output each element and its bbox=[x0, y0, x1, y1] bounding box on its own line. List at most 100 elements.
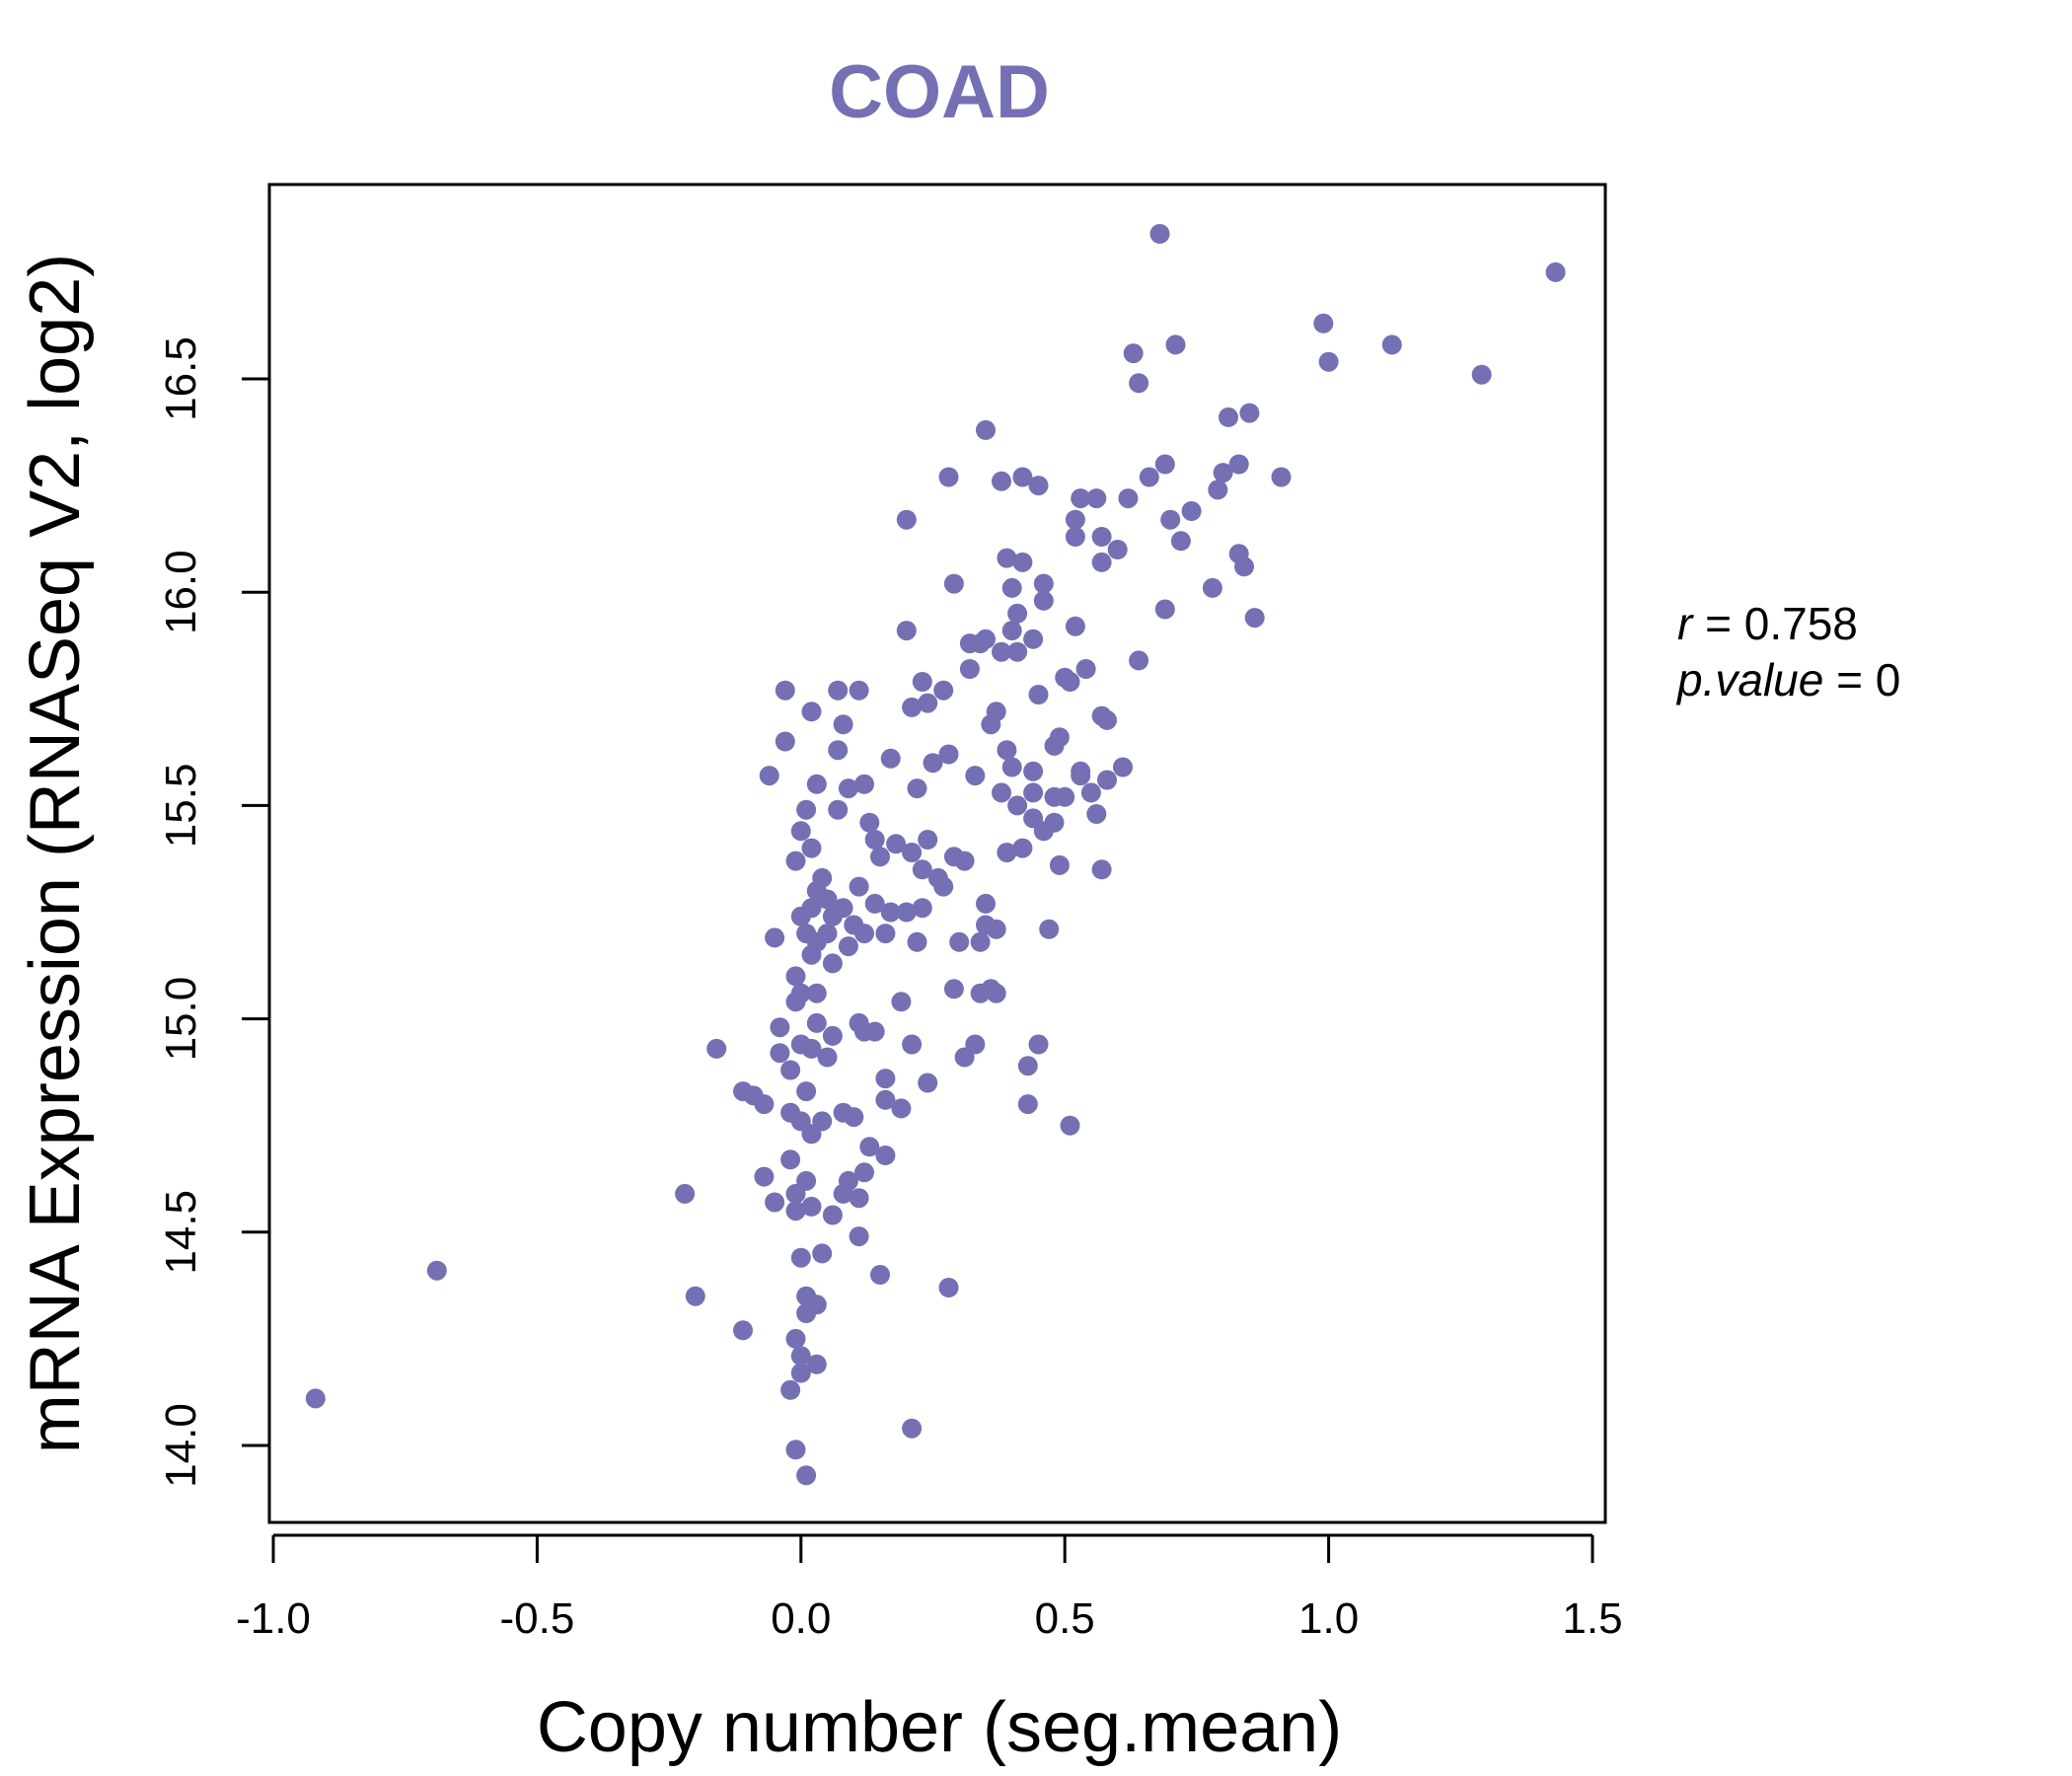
data-point bbox=[426, 1260, 447, 1281]
data-point bbox=[785, 1328, 806, 1349]
data-point bbox=[833, 714, 853, 735]
data-point bbox=[775, 731, 795, 752]
x-tick-label: -0.5 bbox=[499, 1594, 574, 1643]
data-point bbox=[875, 1089, 896, 1110]
data-point bbox=[1213, 463, 1233, 483]
data-point bbox=[1060, 672, 1080, 692]
data-point bbox=[1001, 757, 1022, 777]
data-point bbox=[992, 782, 1011, 803]
data-point bbox=[1075, 659, 1096, 679]
data-point bbox=[1170, 531, 1191, 552]
r-equals: = bbox=[1705, 598, 1744, 649]
data-point bbox=[822, 1205, 843, 1225]
data-point bbox=[1219, 407, 1238, 427]
data-point bbox=[828, 799, 849, 820]
data-point bbox=[1086, 488, 1107, 509]
data-point bbox=[1055, 786, 1075, 807]
data-point bbox=[780, 1149, 801, 1170]
data-point bbox=[806, 1012, 827, 1033]
data-point bbox=[838, 778, 858, 799]
data-point bbox=[918, 693, 938, 713]
data-point bbox=[785, 966, 806, 987]
data-point bbox=[1129, 373, 1149, 394]
data-point bbox=[875, 1146, 896, 1165]
data-point bbox=[976, 629, 996, 649]
data-point bbox=[1001, 577, 1022, 598]
data-point bbox=[891, 992, 912, 1012]
chart-title: COAD bbox=[829, 50, 1050, 134]
data-point bbox=[1023, 782, 1044, 803]
data-point bbox=[1091, 527, 1112, 547]
data-point bbox=[943, 979, 964, 999]
data-point bbox=[801, 702, 822, 722]
data-point bbox=[733, 1320, 753, 1341]
r-stat: r = 0.758 bbox=[1677, 598, 1858, 649]
x-axis: -1.0 -0.5 0.0 0.5 1.0 1.5 bbox=[236, 1533, 1623, 1643]
data-point bbox=[790, 821, 811, 842]
data-point bbox=[1012, 467, 1033, 487]
data-point bbox=[1017, 1056, 1038, 1076]
data-point bbox=[806, 774, 827, 794]
data-point bbox=[859, 812, 880, 833]
data-point bbox=[965, 766, 986, 786]
data-point bbox=[886, 834, 907, 854]
data-point bbox=[1139, 467, 1159, 487]
r-symbol: r bbox=[1677, 598, 1694, 649]
data-point bbox=[801, 838, 822, 858]
data-point bbox=[1060, 1115, 1080, 1136]
data-point bbox=[849, 876, 869, 897]
data-point bbox=[1033, 573, 1054, 594]
data-point bbox=[790, 1363, 811, 1383]
y-tick-label: 16.0 bbox=[157, 550, 205, 634]
data-point bbox=[1086, 804, 1107, 824]
data-point bbox=[891, 1098, 912, 1119]
data-point bbox=[765, 927, 785, 948]
data-point bbox=[875, 924, 896, 944]
data-point bbox=[854, 1162, 874, 1183]
y-tick-label: 14.5 bbox=[157, 1190, 205, 1275]
data-point bbox=[997, 843, 1017, 862]
data-point bbox=[790, 983, 811, 1003]
data-point bbox=[838, 1170, 858, 1191]
data-point bbox=[790, 1346, 811, 1367]
data-point bbox=[770, 1043, 790, 1064]
data-point bbox=[1012, 838, 1033, 858]
data-point bbox=[1091, 552, 1112, 572]
data-point bbox=[870, 1265, 890, 1285]
data-point bbox=[706, 1038, 727, 1059]
data-point bbox=[1065, 616, 1085, 636]
data-point bbox=[801, 1196, 822, 1217]
data-point bbox=[1028, 476, 1049, 496]
data-point bbox=[1154, 454, 1175, 475]
p-equals: = bbox=[1836, 654, 1876, 705]
data-point bbox=[1239, 403, 1260, 423]
data-point bbox=[806, 1354, 827, 1374]
data-point bbox=[780, 1379, 801, 1400]
data-point bbox=[844, 1107, 864, 1128]
data-point bbox=[938, 467, 959, 487]
data-point bbox=[912, 672, 932, 692]
data-point bbox=[828, 740, 849, 761]
y-tick-label: 14.0 bbox=[157, 1403, 205, 1488]
data-point bbox=[859, 1137, 880, 1157]
x-tick-label: 0.5 bbox=[1035, 1594, 1095, 1643]
data-point bbox=[1033, 590, 1054, 611]
data-point bbox=[938, 1278, 959, 1297]
data-point bbox=[923, 753, 943, 774]
data-point bbox=[759, 766, 779, 786]
data-point bbox=[918, 1073, 938, 1093]
data-point bbox=[933, 876, 954, 897]
data-points bbox=[305, 224, 1566, 1486]
data-point bbox=[870, 847, 890, 867]
data-point bbox=[1080, 782, 1101, 803]
correlation-stats: r = 0.758 p.value = 0 bbox=[1675, 598, 1900, 705]
data-point bbox=[812, 1111, 833, 1132]
data-point bbox=[902, 1034, 923, 1055]
data-point bbox=[1202, 577, 1222, 598]
data-point bbox=[1091, 859, 1112, 880]
data-point bbox=[1113, 757, 1133, 777]
p-stat: p.value = 0 bbox=[1675, 654, 1900, 705]
data-point bbox=[1160, 509, 1181, 530]
data-point bbox=[918, 830, 938, 850]
